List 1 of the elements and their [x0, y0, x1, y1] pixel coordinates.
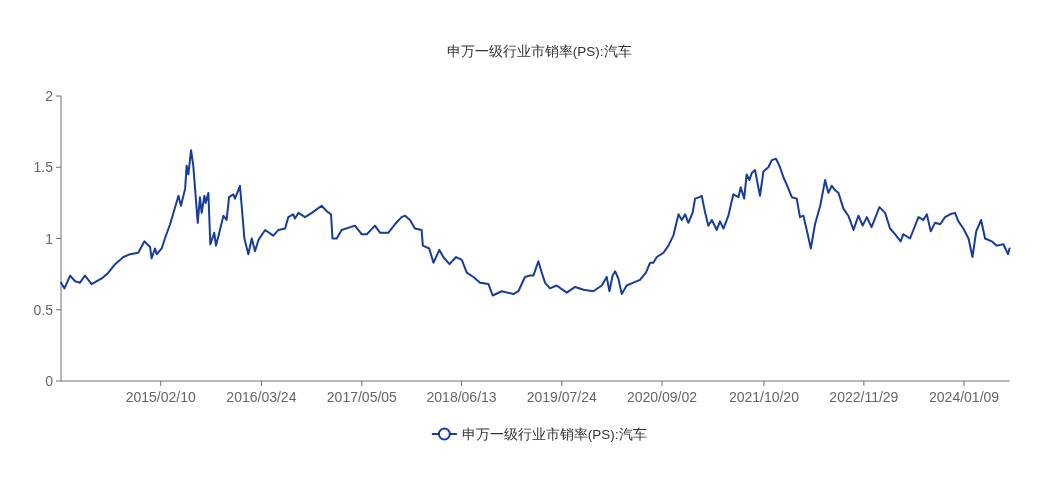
title: 申万一级行业市销率(PS):汽车 [446, 44, 632, 59]
